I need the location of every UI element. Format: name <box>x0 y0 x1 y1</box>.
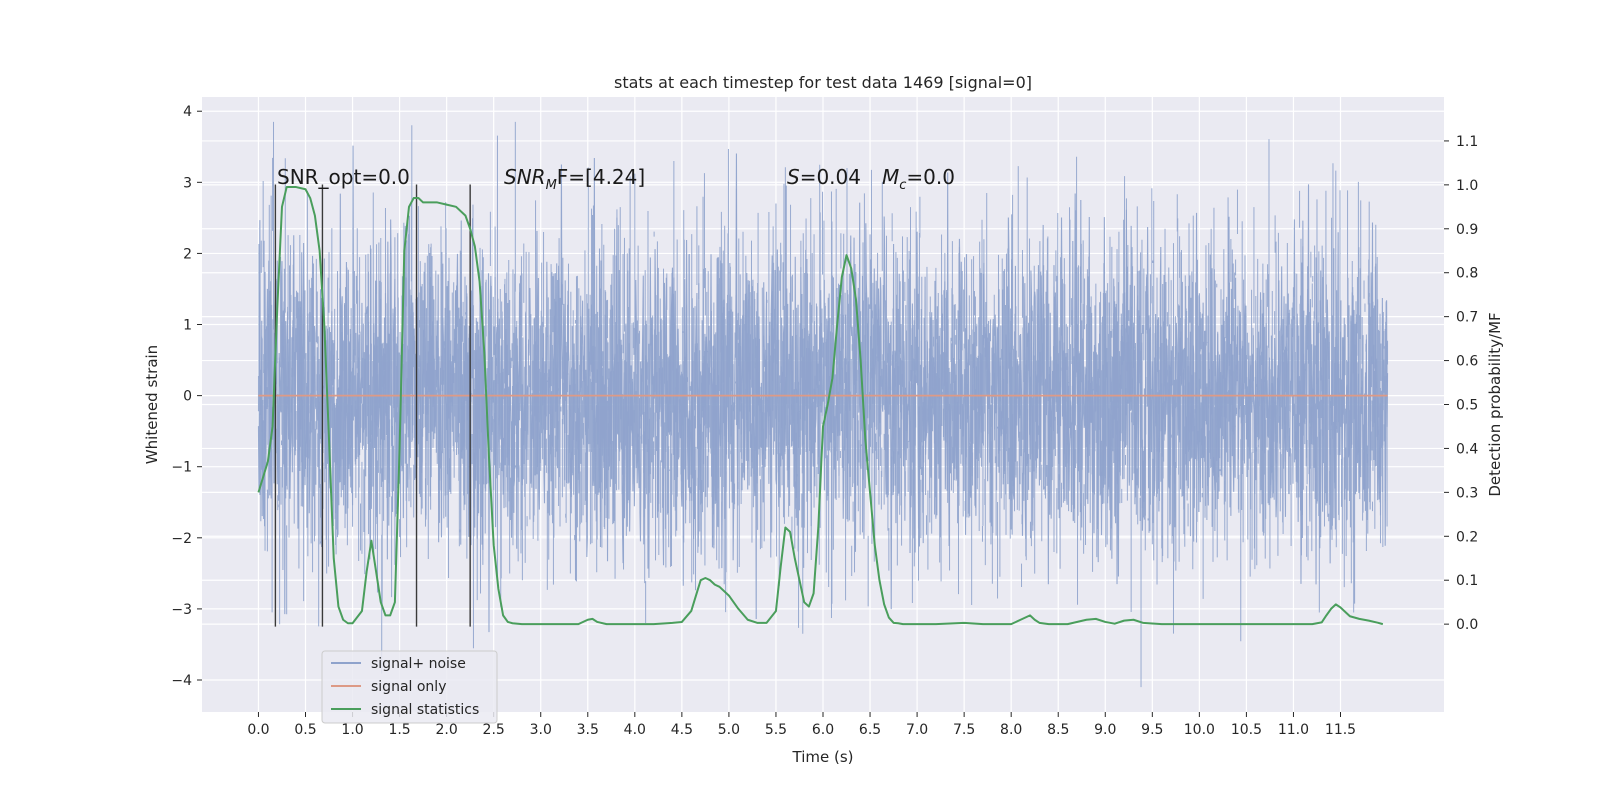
y-right-tick-label: 0.4 <box>1456 441 1478 457</box>
y-right-tick-label: 0.0 <box>1456 617 1478 633</box>
x-tick-label: 6.0 <box>812 722 834 738</box>
x-tick-label: 2.5 <box>483 722 505 738</box>
y-axis-right-label: Detection probability/MF <box>1486 312 1504 496</box>
y-left-tick-label: −2 <box>171 531 192 547</box>
legend-label-signal-only: signal only <box>371 679 446 695</box>
annotation-mc: Mc=0.0 <box>882 165 955 193</box>
annotation-snr-mf-symbol: SNR <box>504 165 546 189</box>
x-tick-label: 5.5 <box>765 722 787 738</box>
annotation-snr-opt: SNR_opt=0.0 <box>277 165 410 189</box>
y-right-tick-label: 0.2 <box>1456 529 1478 545</box>
x-axis-label: Time (s) <box>792 748 854 766</box>
x-tick-label: 3.5 <box>577 722 599 738</box>
legend-label-signal-statistics: signal statistics <box>371 702 479 718</box>
x-tick-label: 3.0 <box>530 722 552 738</box>
y-left-tick-label: 1 <box>183 318 192 334</box>
x-tick-label: 4.0 <box>624 722 646 738</box>
annotation-s-value: =0.04 <box>800 165 861 189</box>
y-left-tick-label: 0 <box>183 389 192 405</box>
x-tick-label: 0.0 <box>247 722 269 738</box>
x-tick-label: 9.5 <box>1141 722 1163 738</box>
y-right-tick-label: 0.6 <box>1456 354 1478 370</box>
annotation-s: S=0.04 <box>787 165 861 189</box>
x-tick-label: 7.5 <box>953 722 975 738</box>
signal-noise-series <box>257 121 1389 688</box>
y-right-tick-label: 0.3 <box>1456 485 1478 501</box>
annotation-s-symbol: S <box>787 165 800 189</box>
series-line <box>257 186 1384 626</box>
y-left-tick-label: −1 <box>171 460 192 476</box>
series-band <box>257 121 1389 688</box>
vertical-markers <box>274 184 471 627</box>
y-right-tick-label: 0.8 <box>1456 266 1478 282</box>
x-tick-label: 10.5 <box>1231 722 1262 738</box>
y-left-tick-label: −4 <box>171 673 192 689</box>
chart-title: stats at each timestep for test data 146… <box>614 73 1032 92</box>
y-right-tick-label: 1.1 <box>1456 134 1478 150</box>
signal-statistics-series <box>257 186 1384 626</box>
x-tick-label: 8.5 <box>1047 722 1069 738</box>
y-left-tick-label: −3 <box>171 602 192 618</box>
annotation-mc-value: =0.0 <box>906 165 955 189</box>
legend-label-signal-noise: signal+ noise <box>371 656 466 672</box>
x-tick-label: 11.5 <box>1325 722 1356 738</box>
y-axis-left-label: Whitened strain <box>143 345 161 464</box>
y-right-tick-label: 0.9 <box>1456 222 1478 238</box>
annotation-snr-mf-subscript: M <box>546 178 557 193</box>
x-axis-ticks: 0.0 0.5 1.0 1.5 2.0 2.5 3.0 3.5 4.0 4.5 5.0 5.5 6.0 6… <box>247 712 1356 738</box>
y-axis-right-ticks: 0.0 0.1 0.2 0.3 0.4 0.5 0.6 0.7 0.8 0.9 1.0 1.1 <box>1444 134 1478 633</box>
legend: signal+ noise signal only signal statist… <box>321 650 498 724</box>
x-tick-label: 10.0 <box>1184 722 1215 738</box>
x-tick-label: 5.0 <box>718 722 740 738</box>
y-axis-left-ticks: −4 −3 −2 −1 0 1 2 3 4 <box>171 104 202 689</box>
y-left-tick-label: 3 <box>183 175 192 191</box>
y-left-tick-label: 2 <box>183 246 192 262</box>
x-tick-label: 1.5 <box>388 722 410 738</box>
annotation-mc-subscript: c <box>899 178 906 193</box>
x-tick-label: 1.0 <box>341 722 363 738</box>
x-tick-label: 0.5 <box>294 722 316 738</box>
annotation-snr-mf: SNRMF=[4.24] <box>504 165 645 193</box>
y-left-tick-label: 4 <box>183 104 192 120</box>
x-tick-label: 9.0 <box>1094 722 1116 738</box>
y-right-tick-label: 0.7 <box>1456 310 1478 326</box>
x-tick-label: 8.0 <box>1000 722 1022 738</box>
y-right-tick-label: 0.1 <box>1456 573 1478 589</box>
annotation-snr-mf-value: F=[4.24] <box>557 165 645 189</box>
y-right-tick-label: 1.0 <box>1456 178 1478 194</box>
annotation-mc-symbol: M <box>882 165 899 189</box>
x-tick-label: 6.5 <box>859 722 881 738</box>
annotations: SNR_opt=0.0 SNRMF=[4.24] S=0.04 Mc=0.0 <box>277 165 955 193</box>
x-tick-label: 11.0 <box>1278 722 1309 738</box>
legend-box <box>321 650 498 724</box>
y-right-tick-label: 0.5 <box>1456 398 1478 414</box>
x-tick-label: 7.0 <box>906 722 928 738</box>
x-tick-label: 4.5 <box>671 722 693 738</box>
x-tick-label: 2.0 <box>436 722 458 738</box>
